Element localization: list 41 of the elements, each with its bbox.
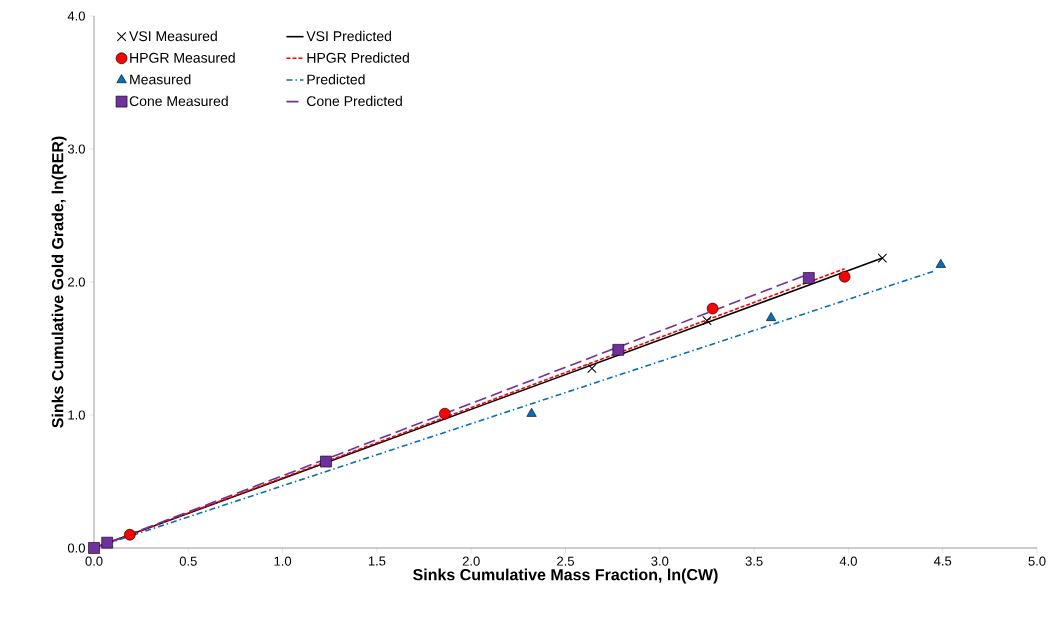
point [935, 258, 946, 268]
legend-label: HPGR Measured [130, 52, 235, 63]
y-tick-label: 1.0 [68, 410, 85, 420]
point [612, 344, 625, 356]
point [88, 542, 100, 554]
legend-label: Cone Predicted [307, 95, 402, 107]
point [320, 455, 332, 468]
point [706, 302, 719, 315]
point [803, 272, 815, 284]
x-tick-label: 0.5 [179, 556, 197, 566]
point [702, 315, 712, 326]
point [101, 536, 113, 549]
x-tick-label: 2.5 [557, 556, 574, 566]
x-tick-label: 1.5 [368, 556, 386, 566]
y-tick-label: 4.0 [67, 11, 85, 21]
x-tick-label: 4.0 [839, 556, 857, 566]
x-tick-label: 1.0 [274, 556, 292, 566]
point [439, 407, 451, 420]
point [838, 270, 851, 283]
x-tick-label: 0.0 [85, 556, 103, 566]
y-tick-label: 0.0 [67, 543, 85, 553]
legend-label: Measured [130, 74, 191, 85]
point [526, 407, 537, 417]
x-tick-label: 2.0 [462, 556, 480, 566]
y-tick-label: 2.0 [68, 277, 85, 287]
y-axis-title: Sinks Cumulative Gold Grade, ln(RER) [51, 136, 67, 428]
legend-label: VSI Predicted [306, 30, 392, 42]
point [587, 363, 597, 374]
legend-label: HPGR Predicted [307, 52, 409, 63]
x-tick-label: 5.0 [1028, 556, 1046, 566]
x-axis-title: Sinks Cumulative Mass Fraction, ln(CW) [413, 568, 718, 584]
legend-label: Cone Measured [129, 95, 228, 107]
point [766, 312, 777, 321]
point [124, 528, 136, 541]
legend-label: Predicted [307, 74, 365, 85]
x-tick-label: 4.5 [933, 556, 952, 566]
x-tick-label: 3.0 [651, 556, 669, 566]
x-tick-label: 3.5 [745, 556, 763, 566]
legend-label: VSI Measured [129, 30, 217, 42]
y-tick-label: 3.0 [67, 144, 85, 154]
point [877, 253, 888, 263]
